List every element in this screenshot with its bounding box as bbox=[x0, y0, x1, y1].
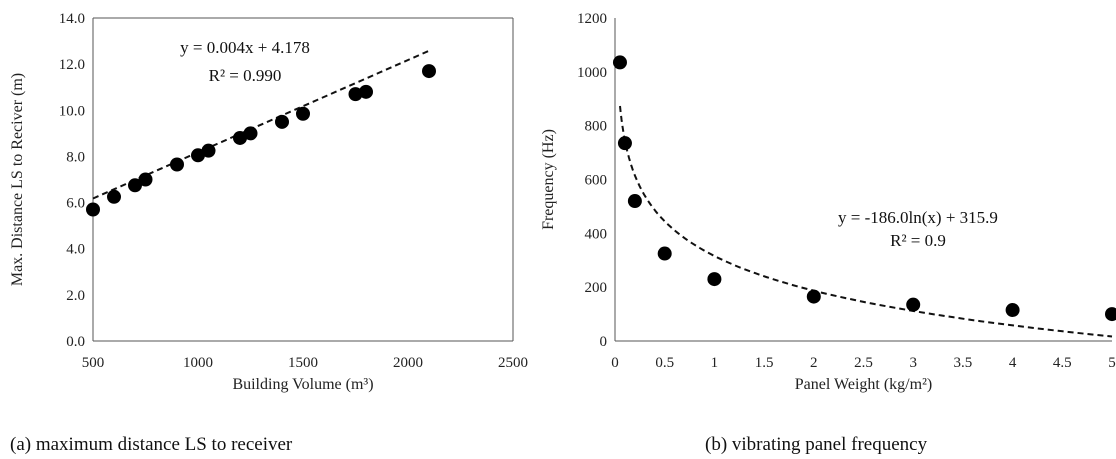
y-tick-label: 1200 bbox=[577, 11, 607, 27]
x-tick-label: 5 bbox=[1108, 355, 1116, 371]
data-point bbox=[906, 297, 921, 312]
data-point bbox=[627, 194, 642, 209]
x-axis-title: Building Volume (m³) bbox=[232, 376, 373, 393]
data-point bbox=[1105, 307, 1116, 322]
data-point bbox=[233, 130, 247, 145]
data-point bbox=[422, 64, 436, 79]
y-tick-label: 0.0 bbox=[66, 334, 85, 350]
x-tick-label: 2000 bbox=[393, 355, 423, 371]
x-tick-label: 500 bbox=[82, 355, 105, 371]
chart-b: 0 0.5 1 1.5 2 2.5 3 3.5 4 4.5 5 0 200 400 600 800 1000 12… bbox=[540, 11, 1116, 455]
x-tick-label: 1 bbox=[711, 355, 719, 371]
x-tick-label: 2500 bbox=[498, 355, 528, 371]
y-axis-title: Max. Distance LS to Reciver (m) bbox=[9, 73, 26, 286]
data-point bbox=[201, 143, 216, 158]
y-tick-label: 800 bbox=[585, 119, 608, 135]
x-tick-label: 3.5 bbox=[954, 355, 973, 371]
x-tick-label: 1.5 bbox=[755, 355, 774, 371]
y-tick-label: 10.0 bbox=[59, 103, 85, 119]
x-tick-label: 0 bbox=[611, 355, 619, 371]
y-tick-label: 0 bbox=[600, 334, 608, 350]
x-tick-label: 4.5 bbox=[1053, 355, 1072, 371]
x-tick-label: 2.5 bbox=[854, 355, 873, 371]
data-point bbox=[617, 136, 632, 151]
data-point bbox=[348, 87, 363, 102]
y-tick-label: 14.0 bbox=[59, 11, 85, 27]
data-point bbox=[243, 126, 258, 141]
data-point bbox=[191, 148, 205, 163]
figure-caption: (a) maximum distance LS to receiver bbox=[10, 434, 293, 455]
data-point bbox=[1005, 303, 1020, 318]
data-point bbox=[657, 246, 672, 261]
x-tick-label: 3 bbox=[909, 355, 917, 371]
x-tick-label: 1500 bbox=[288, 355, 318, 371]
y-tick-label: 1000 bbox=[577, 65, 607, 81]
x-tick-label: 1000 bbox=[183, 355, 213, 371]
y-axis-title: Frequency (Hz) bbox=[540, 129, 557, 230]
r-squared-label: R² = 0.990 bbox=[209, 66, 282, 85]
data-point bbox=[86, 202, 100, 217]
data-point bbox=[138, 172, 153, 187]
y-tick-label: 8.0 bbox=[66, 149, 85, 165]
data-point bbox=[128, 178, 142, 193]
x-axis-title: Panel Weight (kg/m²) bbox=[795, 376, 932, 393]
y-tick-label: 2.0 bbox=[66, 288, 85, 304]
data-point bbox=[359, 84, 373, 99]
trend-equation: y = 0.004x + 4.178 bbox=[180, 38, 310, 57]
data-point bbox=[296, 106, 310, 121]
x-tick-label: 0.5 bbox=[655, 355, 674, 371]
x-tick-label: 4 bbox=[1009, 355, 1017, 371]
data-point bbox=[707, 272, 722, 287]
y-tick-label: 4.0 bbox=[66, 242, 85, 258]
data-point bbox=[275, 114, 289, 129]
x-tick-label: 2 bbox=[810, 355, 818, 371]
y-tick-label: 200 bbox=[585, 280, 608, 296]
y-tick-label: 400 bbox=[585, 226, 608, 242]
r-squared-label: R² = 0.9 bbox=[890, 231, 946, 250]
trendline bbox=[619, 105, 1113, 338]
y-tick-label: 600 bbox=[585, 173, 608, 189]
y-tick-label: 6.0 bbox=[66, 196, 85, 212]
chart-a: 500 1000 1500 2000 2500 0.0 2.0 4.0 6.0 8.0 10.0 12… bbox=[9, 11, 528, 455]
figure-caption: (b) vibrating panel frequency bbox=[705, 434, 928, 455]
trend-equation: y = -186.0ln(x) + 315.9 bbox=[838, 208, 998, 227]
data-point bbox=[170, 157, 184, 172]
data-point bbox=[806, 289, 821, 304]
data-point bbox=[107, 189, 121, 204]
data-point bbox=[612, 55, 627, 70]
y-tick-label: 12.0 bbox=[59, 57, 85, 73]
